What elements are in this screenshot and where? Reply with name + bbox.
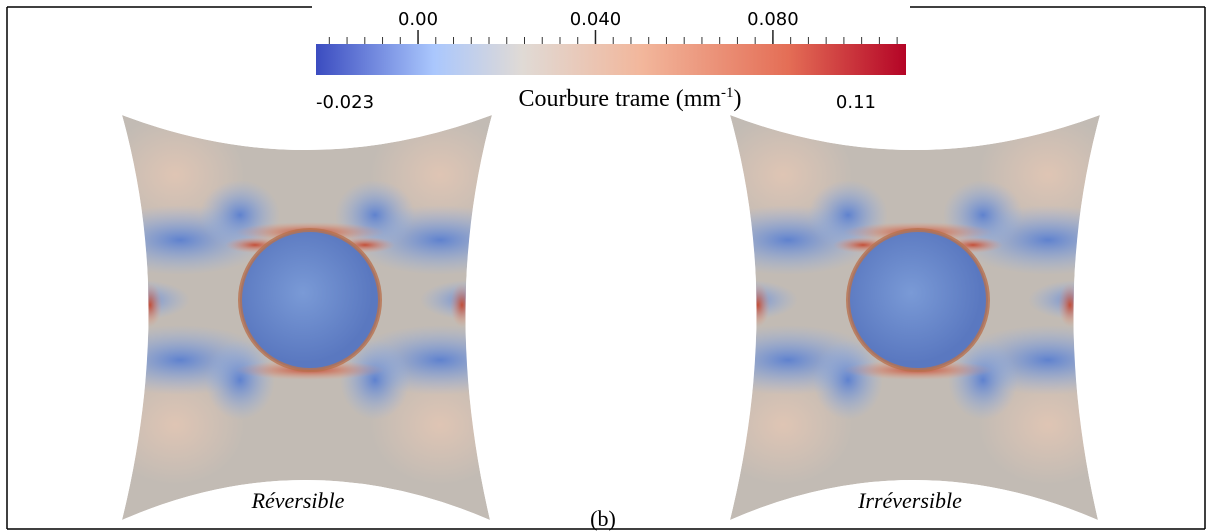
- colorbar-label: Courbure trame (mm-1): [518, 85, 741, 112]
- tick-label: 0.040: [570, 9, 622, 30]
- figure-label: (b): [590, 506, 616, 531]
- panel-caption: Réversible: [251, 488, 345, 513]
- label-suffix: ): [734, 86, 742, 112]
- blue-zone: [205, 340, 275, 420]
- punch-zone: [238, 228, 382, 372]
- panel-image: [122, 115, 492, 520]
- surface: [730, 115, 1100, 520]
- red-zone: [1058, 283, 1082, 327]
- tick-label: 0.080: [747, 9, 799, 30]
- panels: [122, 115, 1100, 520]
- blue-zone: [948, 340, 1018, 420]
- surface: [122, 115, 492, 520]
- blue-zone: [340, 340, 410, 420]
- red-zone: [450, 283, 474, 327]
- blue-zone: [730, 280, 798, 320]
- blue-zone: [1028, 280, 1100, 320]
- punch-zone: [846, 228, 990, 372]
- panel-image: [730, 115, 1100, 520]
- frame: [6, 6, 1206, 530]
- colorbar-min: -0.023: [316, 92, 374, 113]
- label-superscript: -1: [721, 85, 734, 101]
- panel-caption: Irréversible: [857, 488, 962, 513]
- label-text: Courbure trame (mm: [518, 86, 721, 112]
- blue-zone: [420, 280, 492, 320]
- red-zone: [138, 283, 162, 327]
- tick-label: 0.00: [398, 9, 438, 30]
- colorbar-max: 0.11: [836, 92, 876, 113]
- blue-zone: [813, 340, 883, 420]
- red-zone: [746, 283, 770, 327]
- blue-zone: [122, 280, 190, 320]
- colorbar: [316, 44, 906, 75]
- colorbar-axis: 0.00 0.040 0.080: [328, 9, 898, 44]
